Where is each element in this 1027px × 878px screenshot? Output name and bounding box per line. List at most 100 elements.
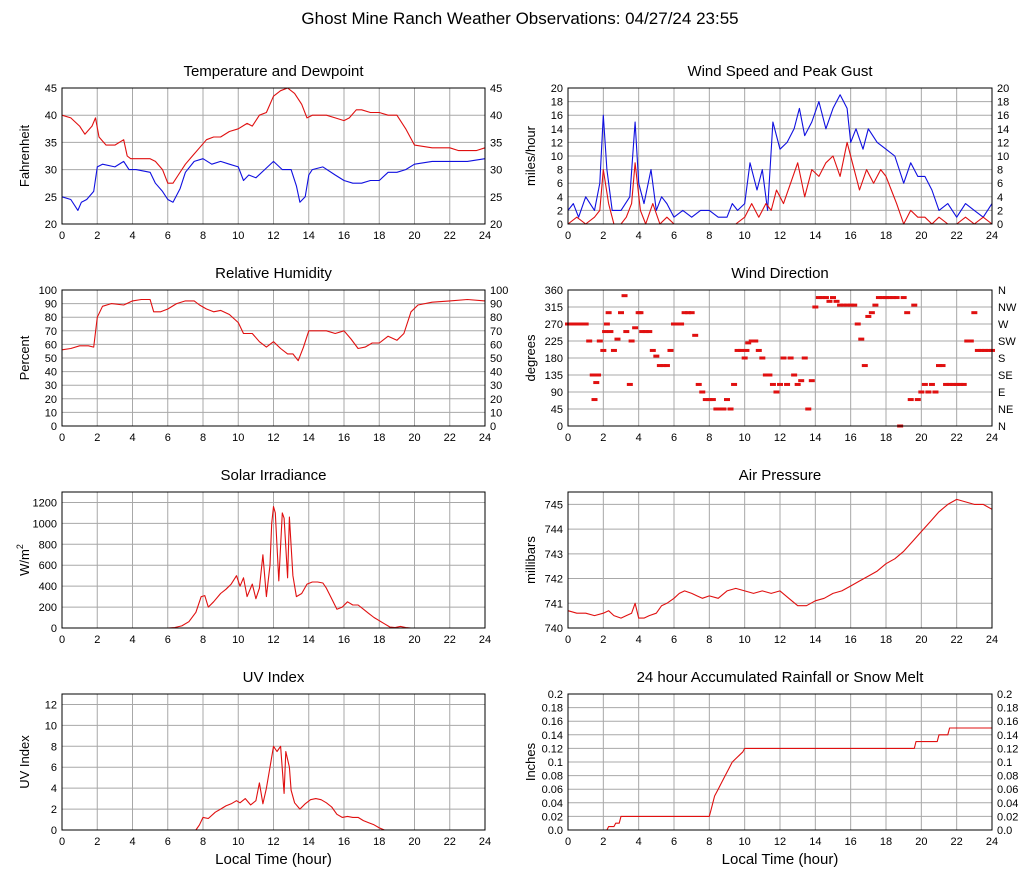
wind-ytick-label: 16 (551, 110, 563, 122)
wdir-direction-point (868, 311, 875, 315)
wdir-direction-point (671, 322, 677, 326)
rh-ytick-label-right: 40 (490, 367, 502, 379)
uv-xtick-label: 8 (200, 836, 206, 848)
rh-xtick-label: 24 (479, 432, 491, 444)
uv-xtick-label: 16 (338, 836, 350, 848)
wdir-direction-point (950, 382, 957, 386)
wdir-compass-label: E (998, 387, 1005, 399)
wdir-direction-point (960, 382, 967, 386)
temp-frame (61, 87, 486, 225)
pressure-xtick-label: 0 (565, 634, 571, 646)
temp-xtick-label: 6 (165, 230, 171, 242)
temp-ytick-label: 45 (45, 83, 57, 95)
wdir-direction-point (798, 379, 805, 383)
wind-ytick-label-right: 20 (997, 83, 1009, 95)
page-title: Ghost Mine Ranch Weather Observations: 0… (301, 9, 738, 28)
temp-dewpoint-line (61, 158, 486, 211)
wdir-direction-point (904, 311, 911, 315)
uv-xtick-label: 14 (303, 836, 315, 848)
wdir-compass-label: NW (998, 302, 1017, 314)
wind-ytick-label: 14 (551, 124, 563, 136)
solar-xtick-label: 14 (303, 634, 315, 646)
wdir-direction-point (883, 296, 889, 300)
pressure-xtick-label: 12 (774, 634, 786, 646)
wdir-compass-label: SE (998, 370, 1013, 382)
wdir-direction-point (932, 390, 939, 394)
wdir-direction-point (971, 311, 978, 315)
wdir-direction-point (706, 398, 713, 402)
pressure-ytick-label: 742 (545, 574, 563, 586)
rh-xtick-label: 2 (94, 432, 100, 444)
rh-ylabel: Percent (17, 335, 32, 380)
wdir-direction-point (974, 348, 981, 352)
wind-peak-gust-line (567, 94, 993, 218)
wdir-direction-point (769, 382, 776, 386)
rh-ytick-label: 30 (45, 380, 57, 392)
wdir-direction-point (649, 348, 656, 352)
solar-xtick-label: 18 (373, 634, 385, 646)
wdir-direction-point (830, 296, 836, 300)
temp-ytick-label-right: 45 (490, 83, 502, 95)
temp-ytick-label-right: 30 (490, 165, 502, 177)
rain-xtick-label: 24 (986, 836, 998, 848)
wdir-direction-point (699, 390, 706, 394)
pressure-xtick-label: 22 (951, 634, 963, 646)
rain-xlabel: Local Time (hour) (722, 851, 839, 868)
wdir-direction-point (610, 348, 617, 352)
wdir-direction-point (593, 381, 600, 385)
rain-ytick-label-right: 0.14 (997, 730, 1018, 742)
rain-ytick-label: 0.2 (548, 689, 563, 701)
rain-xtick-label: 8 (706, 836, 712, 848)
wdir-xtick-label: 12 (774, 432, 786, 444)
rh-xtick-label: 16 (338, 432, 350, 444)
pressure-xtick-label: 16 (845, 634, 857, 646)
pressure-xtick-label: 2 (600, 634, 606, 646)
wind-ytick-label: 18 (551, 97, 563, 109)
wdir-direction-point (660, 364, 667, 368)
wdir-direction-point (964, 339, 971, 343)
solar-xtick-label: 8 (200, 634, 206, 646)
wdir-direction-point (734, 348, 741, 352)
wdir-direction-point (589, 373, 596, 377)
rh-ytick-label-right: 80 (490, 312, 502, 324)
wdir-ytick-label: 225 (545, 336, 563, 348)
wdir-direction-point (858, 337, 865, 341)
rh-ytick-label: 80 (45, 312, 57, 324)
wdir-xtick-label: 2 (600, 432, 606, 444)
rh-ytick-label: 90 (45, 299, 57, 311)
temp-xtick-label: 18 (373, 230, 385, 242)
wind-ytick-label-right: 18 (997, 97, 1009, 109)
rh-ytick-label-right: 30 (490, 380, 502, 392)
solar-xtick-label: 22 (444, 634, 456, 646)
wind-xtick-label: 22 (951, 230, 963, 242)
wdir-direction-point (875, 296, 882, 300)
rain-xtick-label: 14 (809, 836, 821, 848)
rain-ytick-label-right: 0.12 (997, 743, 1018, 755)
uv-xtick-label: 4 (129, 836, 135, 848)
wind-ytick-label: 12 (551, 137, 563, 149)
temp-xtick-label: 20 (408, 230, 420, 242)
uv-xtick-label: 24 (479, 836, 491, 848)
wdir-direction-point (967, 339, 974, 343)
wdir-direction-point (688, 311, 695, 315)
wdir-direction-point (623, 330, 630, 334)
rain-title: 24 hour Accumulated Rainfall or Snow Mel… (637, 669, 925, 686)
wdir-direction-point (667, 348, 674, 352)
wdir-ylabel: degrees (523, 334, 538, 381)
wdir-direction-point (900, 296, 907, 300)
wdir-direction-point (791, 373, 798, 377)
wind-xtick-label: 20 (915, 230, 927, 242)
uv-ytick-label: 6 (51, 762, 57, 774)
temp-temperature-line (61, 87, 486, 184)
rain-ytick-label-right: 0.1 (997, 757, 1012, 769)
temp-xtick-label: 16 (338, 230, 350, 242)
pressure-ytick-label: 741 (545, 598, 563, 610)
uv-ytick-label: 10 (45, 720, 57, 732)
rain-ytick-label-right: 0.0 (997, 825, 1012, 837)
wdir-direction-point (748, 339, 755, 343)
wdir-direction-point (663, 364, 670, 368)
pressure-ytick-label: 743 (545, 549, 563, 561)
